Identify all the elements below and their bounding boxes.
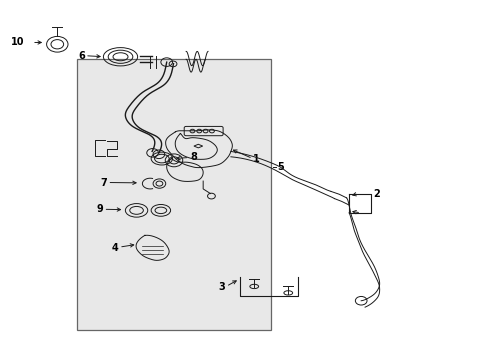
Text: 7: 7 xyxy=(101,177,107,188)
Text: 8: 8 xyxy=(190,153,197,162)
Text: 1: 1 xyxy=(253,154,260,164)
Text: 9: 9 xyxy=(97,204,103,214)
Text: 3: 3 xyxy=(218,282,224,292)
Text: 5: 5 xyxy=(277,162,283,172)
Text: 6: 6 xyxy=(78,51,85,61)
Text: 4: 4 xyxy=(111,243,118,253)
Text: 2: 2 xyxy=(372,189,379,199)
FancyBboxPatch shape xyxy=(77,59,271,330)
Text: 10: 10 xyxy=(11,37,24,48)
